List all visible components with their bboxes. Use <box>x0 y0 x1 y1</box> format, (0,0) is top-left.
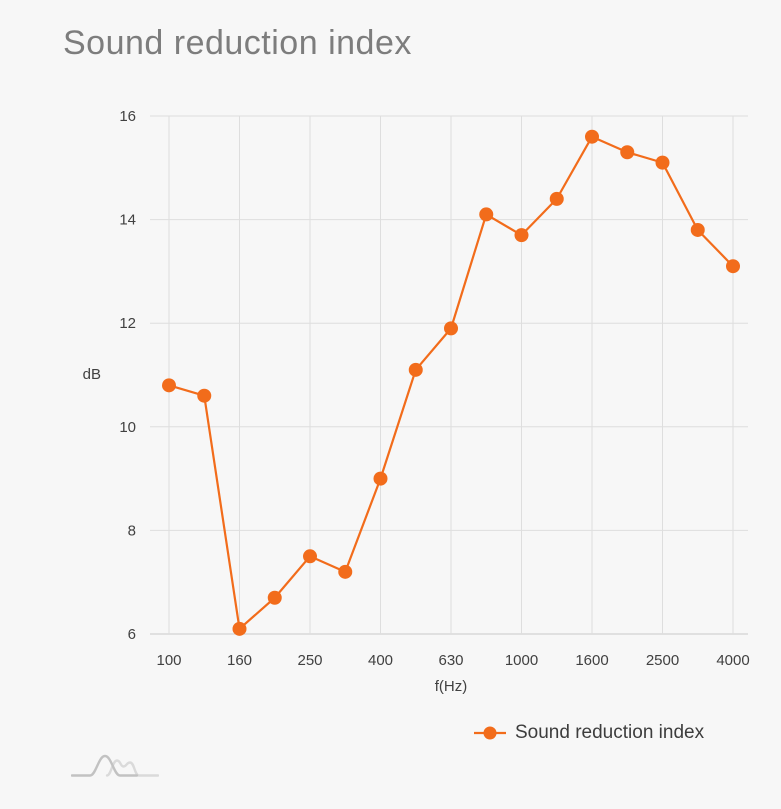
x-tick-label: 2500 <box>646 652 679 669</box>
y-tick-label: 14 <box>119 212 136 229</box>
legend-item[interactable]: Sound reduction index <box>473 721 704 745</box>
y-tick-label: 8 <box>128 522 136 539</box>
x-tick-label: 4000 <box>716 652 749 669</box>
data-point[interactable] <box>585 129 599 144</box>
y-axis-title: dB <box>83 366 101 383</box>
wave-logo-light-curve <box>105 759 159 777</box>
y-tick-label: 16 <box>119 108 136 125</box>
data-point[interactable] <box>232 621 247 636</box>
y-tick-label: 10 <box>119 419 136 436</box>
data-point[interactable] <box>620 145 635 160</box>
data-point[interactable] <box>444 321 458 336</box>
data-point[interactable] <box>690 222 705 237</box>
x-tick-label: 630 <box>438 652 463 669</box>
chart-title: Sound reduction index <box>63 24 412 62</box>
legend-marker-icon <box>474 726 506 740</box>
data-point[interactable] <box>303 549 317 564</box>
y-tick-label: 6 <box>128 626 136 643</box>
data-point[interactable] <box>197 388 212 403</box>
x-tick-label: 1600 <box>575 652 608 669</box>
x-tick-label: 160 <box>227 652 252 669</box>
x-tick-label: 250 <box>297 652 322 669</box>
x-axis-title: f(Hz) <box>435 678 468 695</box>
data-point[interactable] <box>373 471 388 486</box>
chart-plot-area: 6 8 10 12 14 16 100 160 250 400 630 1000 1600 2500 400… <box>83 108 750 695</box>
data-point[interactable] <box>267 590 282 605</box>
data-point[interactable] <box>655 155 670 170</box>
wave-logo-icon <box>71 754 159 777</box>
x-tick-label: 1000 <box>505 652 538 669</box>
data-point[interactable] <box>162 378 176 393</box>
data-point[interactable] <box>479 207 494 222</box>
data-point[interactable] <box>408 362 423 377</box>
wave-logo-dark-curve <box>71 754 139 777</box>
y-tick-label: 12 <box>119 315 136 332</box>
data-point[interactable] <box>726 259 740 274</box>
data-point[interactable] <box>514 228 529 243</box>
data-point[interactable] <box>549 191 564 206</box>
x-tick-label: 100 <box>156 652 181 669</box>
legend-label: Sound reduction index <box>515 722 705 743</box>
x-tick-label: 400 <box>368 652 393 669</box>
data-point[interactable] <box>338 564 353 579</box>
